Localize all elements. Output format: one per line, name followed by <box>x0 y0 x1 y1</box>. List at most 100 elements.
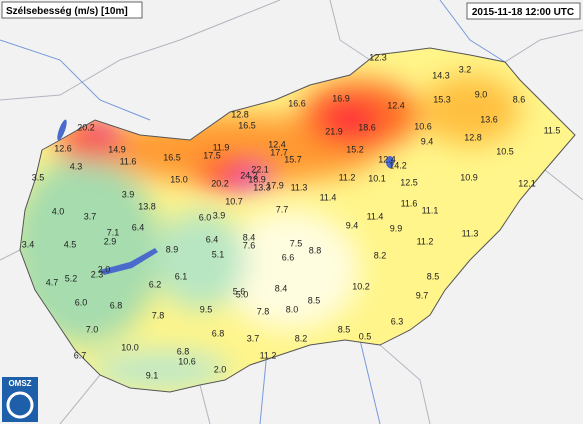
station-value: 24.2 <box>240 170 258 180</box>
station-value: 10.6 <box>178 356 196 366</box>
station-value: 13.8 <box>138 201 156 211</box>
station-value: 5.1 <box>212 249 225 259</box>
station-value: 11.4 <box>320 192 337 202</box>
station-value: 11.6 <box>401 198 418 208</box>
station-value: 12.4 <box>387 100 405 110</box>
station-value: 2.0 <box>98 264 111 274</box>
station-value: 12.8 <box>464 132 482 142</box>
station-value: 14.9 <box>108 144 126 154</box>
station-value: 12.6 <box>54 143 72 153</box>
station-value: 15.2 <box>346 144 364 154</box>
station-value: 11.3 <box>462 228 479 238</box>
station-value: 16.5 <box>238 120 256 130</box>
station-value: 8.0 <box>286 304 299 314</box>
station-value: 12.3 <box>369 52 387 62</box>
station-value: 3.7 <box>247 333 260 343</box>
station-value: 3.4 <box>22 239 35 249</box>
station-value: 4.7 <box>46 277 59 287</box>
station-value: 15.3 <box>433 94 451 104</box>
station-value: 12.8 <box>231 109 249 119</box>
station-value: 6.4 <box>206 234 219 244</box>
station-value: 4.0 <box>52 206 65 216</box>
station-value: 16.9 <box>332 93 350 103</box>
title-box <box>1 1 143 19</box>
timestamp: 2015-11-18 12:00 UTC <box>472 7 574 18</box>
station-value: 9.1 <box>146 370 159 380</box>
station-value: 8.4 <box>243 232 256 242</box>
station-value: 17.9 <box>266 180 284 190</box>
station-value: 9.0 <box>475 89 488 99</box>
station-value: 6.0 <box>75 297 88 307</box>
station-value: 9.5 <box>200 304 213 314</box>
station-value: 18.9 <box>248 174 266 184</box>
station-value: 8.9 <box>166 244 179 254</box>
station-value: 6.7 <box>74 350 87 360</box>
station-value: 12.4 <box>268 139 286 149</box>
station-value: 5.6 <box>233 286 246 296</box>
station-value: 7.8 <box>257 306 270 316</box>
station-value: 8.5 <box>427 271 440 281</box>
station-value: 7.5 <box>290 238 303 248</box>
station-value: 9.4 <box>346 220 359 230</box>
station-value: 12.5 <box>400 177 418 187</box>
station-value: 8.5 <box>308 295 321 305</box>
station-value: 5.2 <box>65 273 78 283</box>
station-value: 9.4 <box>421 136 434 146</box>
lakes <box>57 119 394 275</box>
station-value: 10.5 <box>496 146 514 156</box>
station-value: 11.3 <box>291 182 308 192</box>
station-value: 16.6 <box>288 98 306 108</box>
station-value: 9.7 <box>416 290 429 300</box>
station-value: 11.4 <box>367 211 384 221</box>
station-value: 12.1 <box>518 178 536 188</box>
station-value: 3.5 <box>32 172 45 182</box>
station-value: 7.7 <box>276 204 289 214</box>
station-value: 5.0 <box>236 289 249 299</box>
title: Szélsebesség (m/s) [10m] <box>6 6 128 17</box>
station-value: 10.9 <box>460 172 478 182</box>
station-value: 2.9 <box>104 236 117 246</box>
station-value: 2.3 <box>91 269 104 279</box>
station-value: 6.8 <box>177 346 190 356</box>
station-value: 11.6 <box>120 156 137 166</box>
station-value: 7.1 <box>107 227 120 237</box>
station-value: 12.4 <box>378 154 396 164</box>
station-value: 7.6 <box>243 240 256 250</box>
station-value: 17.5 <box>203 150 221 160</box>
station-value: 11.5 <box>544 125 561 135</box>
station-value: 20.2 <box>77 122 95 132</box>
station-value: 17.7 <box>270 147 288 157</box>
station-value: 11.1 <box>422 205 439 215</box>
station-value: 11.2 <box>417 236 434 246</box>
station-value: 3.7 <box>84 211 97 221</box>
station-value: 11.2 <box>339 172 356 182</box>
logo-emblem <box>6 391 34 419</box>
station-value: 6.6 <box>282 252 295 262</box>
timestamp-box <box>466 2 581 20</box>
station-value: 2.0 <box>214 364 227 374</box>
station-value: 4.3 <box>70 161 83 171</box>
station-value: 10.6 <box>414 121 432 131</box>
station-value: 3.9 <box>213 210 226 220</box>
station-value: 10.1 <box>368 173 386 183</box>
station-value: 8.2 <box>295 333 308 343</box>
station-value: 11.9 <box>213 142 230 152</box>
station-value: 3.9 <box>122 189 135 199</box>
station-value: 6.0 <box>199 212 212 222</box>
station-value: 7.0 <box>86 324 99 334</box>
logo: OMSZ <box>8 379 31 388</box>
station-value: 0.5 <box>359 331 372 341</box>
station-value: 20.2 <box>211 178 229 188</box>
stations: 12.3 14.3 3.2 9.0 15.3 8.6 11.5 13.6 10.6 12.8 9.4… <box>22 52 561 380</box>
station-value: 13.6 <box>480 114 498 124</box>
station-value: 8.4 <box>275 283 288 293</box>
station-value: 6.2 <box>149 279 162 289</box>
station-value: 11.2 <box>260 350 277 360</box>
station-value: 9.9 <box>390 223 403 233</box>
station-value: 10.0 <box>121 342 139 352</box>
station-value: 8.5 <box>338 324 351 334</box>
station-value: 14.3 <box>432 70 450 80</box>
